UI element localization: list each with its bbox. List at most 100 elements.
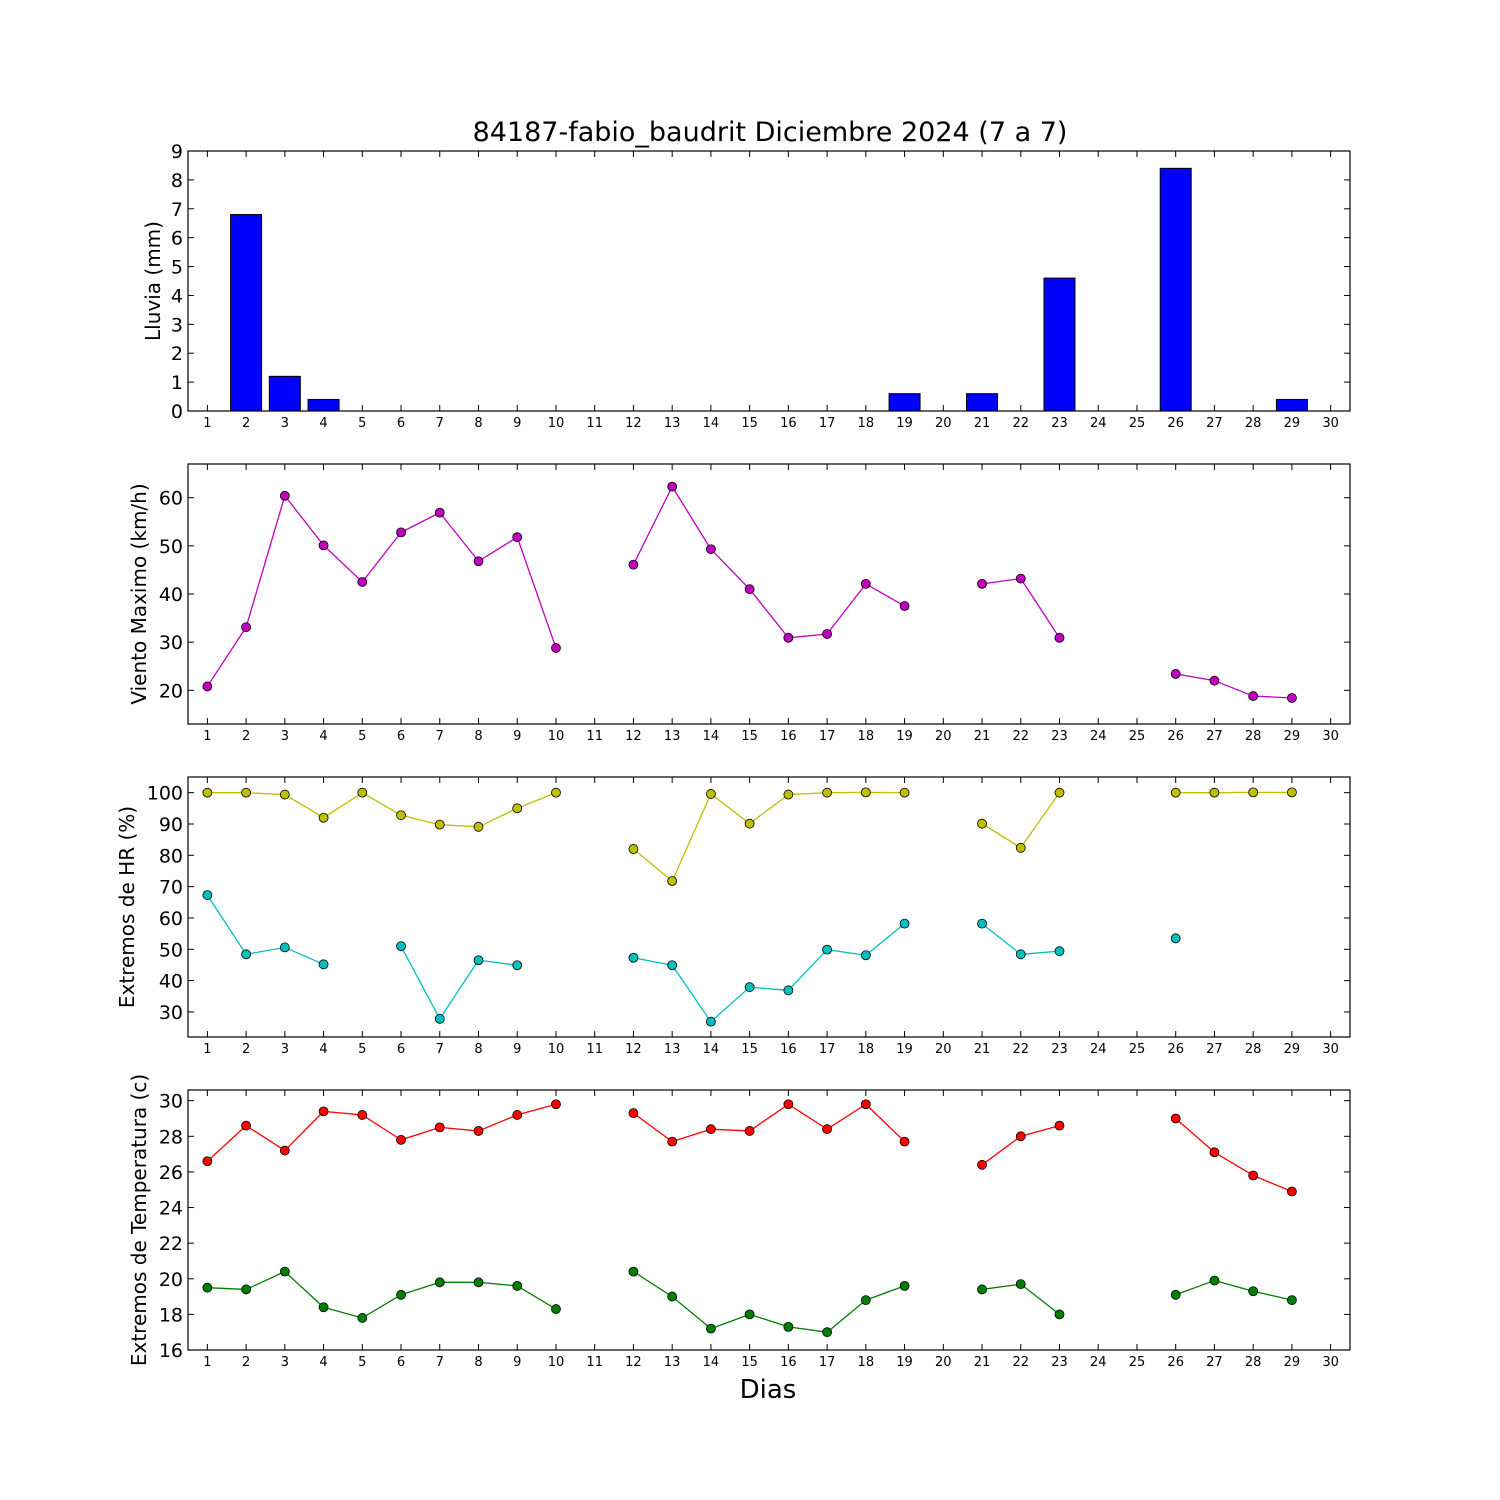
data-point — [744, 1309, 755, 1320]
data-point — [1209, 1147, 1220, 1158]
x-tick-label: 14 — [703, 729, 720, 744]
series-line-segment — [245, 495, 286, 628]
x-tick-label: 1 — [203, 416, 211, 431]
data-point — [899, 918, 910, 929]
data-point — [860, 950, 871, 961]
data-point — [434, 819, 445, 830]
data-point — [1170, 669, 1181, 679]
y-tick-label: 5 — [171, 257, 183, 279]
data-point — [822, 787, 832, 798]
data-point — [318, 812, 329, 823]
series-line-segment — [633, 1112, 673, 1143]
plot-frame — [187, 1089, 1351, 1351]
x-tick-label: 11 — [586, 416, 603, 431]
series-line-segment — [788, 792, 828, 796]
x-tick-label: 4 — [319, 416, 327, 431]
x-tick-label: 6 — [397, 1355, 405, 1370]
x-tick-label: 30 — [1322, 1042, 1339, 1057]
series-line-segment — [245, 1271, 286, 1291]
series-line-segment — [749, 986, 789, 991]
x-tick-label: 2 — [242, 729, 250, 744]
data-point — [783, 1321, 794, 1332]
plot-frame — [187, 463, 1351, 725]
series-line-segment — [439, 823, 479, 828]
data-point — [783, 1099, 794, 1110]
x-axis-label: Dias — [740, 1375, 797, 1405]
x-tick-label: 28 — [1245, 1355, 1262, 1370]
x-tick-label: 26 — [1167, 729, 1184, 744]
y-tick-label: 80 — [159, 845, 183, 867]
x-tick-label: 28 — [1245, 1042, 1262, 1057]
data-point — [1287, 693, 1297, 703]
data-point — [744, 982, 755, 993]
series-line-segment — [284, 1110, 325, 1152]
series-line-segment — [207, 1287, 247, 1291]
x-tick-label: 18 — [858, 1355, 875, 1370]
x-tick-label: 12 — [625, 1355, 642, 1370]
data-point — [473, 556, 484, 567]
data-point — [783, 632, 794, 643]
y-tick-label: 9 — [171, 141, 183, 163]
x-tick-label: 24 — [1090, 1355, 1107, 1370]
x-tick-label: 1 — [203, 1042, 211, 1057]
data-point — [512, 1280, 523, 1291]
data-point — [473, 1126, 484, 1136]
series-line-segment — [400, 1126, 440, 1141]
y-tick-label: 40 — [159, 971, 183, 993]
series-line-segment — [1020, 950, 1060, 955]
series-line-segment — [1214, 1151, 1254, 1177]
x-tick-label: 16 — [780, 1042, 797, 1057]
x-tick-label: 29 — [1284, 416, 1301, 431]
x-tick-label: 1 — [203, 729, 211, 744]
data-point — [899, 601, 910, 611]
data-point — [1054, 946, 1065, 957]
data-point — [357, 577, 368, 587]
x-tick-label: 23 — [1051, 729, 1068, 744]
x-tick-label: 6 — [397, 729, 405, 744]
series-line-segment — [206, 1125, 247, 1162]
x-tick-label: 27 — [1206, 1355, 1223, 1370]
y-tick-label: 3 — [171, 314, 183, 336]
x-tick-label: 14 — [703, 1042, 720, 1057]
series-line-segment — [788, 1103, 828, 1130]
data-point — [628, 844, 639, 854]
series-line-segment — [1214, 1279, 1254, 1292]
x-tick-label: 24 — [1090, 1042, 1107, 1057]
y-axis-label: Extremos de HR (%) — [115, 806, 139, 1008]
plot-frame — [187, 150, 1351, 412]
data-point — [512, 1110, 523, 1120]
data-point — [396, 1289, 406, 1300]
x-tick-label: 20 — [935, 729, 952, 744]
data-point — [1054, 1309, 1065, 1320]
x-tick-label: 21 — [974, 729, 991, 744]
x-tick-label: 4 — [319, 1355, 327, 1370]
data-point — [1287, 1295, 1297, 1306]
x-tick-label: 30 — [1322, 416, 1339, 431]
y-axis-label: Lluvia (mm) — [141, 221, 165, 341]
data-point — [551, 1099, 561, 1110]
data-point — [706, 544, 716, 555]
x-tick-label: 3 — [281, 1355, 289, 1370]
data-point — [822, 629, 832, 639]
x-tick-label: 25 — [1129, 1355, 1146, 1370]
x-tick-label: 12 — [625, 729, 642, 744]
x-tick-label: 29 — [1284, 1042, 1301, 1057]
rain-bar — [888, 393, 921, 412]
x-tick-label: 10 — [548, 729, 565, 744]
series-line-segment — [865, 923, 905, 956]
series-line-segment — [323, 1306, 363, 1319]
data-point — [860, 787, 871, 798]
x-tick-label: 8 — [474, 416, 482, 431]
rain-bar — [1043, 277, 1076, 412]
data-point — [1209, 675, 1220, 686]
x-tick-label: 13 — [664, 1355, 681, 1370]
x-tick-label: 13 — [664, 729, 681, 744]
series-line-segment — [1253, 695, 1292, 699]
series-line-segment — [1020, 1283, 1060, 1315]
data-point — [744, 1126, 755, 1136]
series-line-segment — [284, 495, 325, 546]
series-line-segment — [632, 486, 673, 565]
